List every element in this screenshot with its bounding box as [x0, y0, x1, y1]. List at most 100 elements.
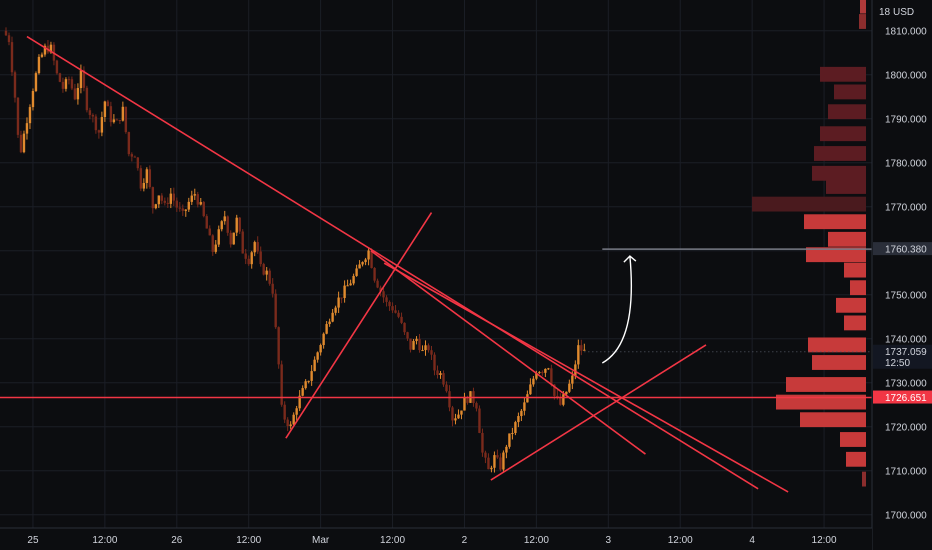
candle-body-131	[397, 312, 400, 317]
candle-body-33	[103, 101, 107, 118]
candle-body-51	[157, 195, 161, 205]
candle-body-137	[415, 338, 418, 342]
candle-body-52	[160, 195, 164, 201]
candle-body-48	[148, 169, 152, 188]
candle-body-11	[37, 56, 41, 74]
trendline-0[interactable]	[26, 35, 759, 490]
candle-body-99	[301, 388, 304, 396]
candle-body-102	[310, 371, 313, 381]
candle-body-29	[91, 114, 95, 117]
candle-body-23	[73, 88, 77, 100]
candle-body-105	[319, 345, 322, 353]
candle-body-5	[19, 134, 23, 153]
candle-body-13	[43, 45, 47, 55]
price-tick-label: 1750.000	[885, 290, 927, 301]
volume-bar-23	[846, 451, 866, 467]
candle-body-129	[391, 306, 394, 311]
candle-body-171	[517, 416, 520, 423]
candle-body-184	[556, 395, 559, 398]
candle-body-154	[466, 396, 469, 403]
candle-body-149	[451, 407, 454, 421]
candle-body-75	[229, 232, 232, 245]
volume-bar-22	[840, 432, 866, 447]
candle-body-189	[571, 375, 574, 384]
candle-body-98	[298, 395, 301, 409]
candle-body-122	[370, 250, 373, 268]
candle-body-0	[4, 30, 8, 36]
candle-body-114	[346, 285, 349, 287]
candle-body-36	[112, 119, 116, 123]
candle-body-161	[487, 457, 490, 470]
candle-body-118	[358, 264, 361, 269]
price-tick-label: 1810.000	[885, 26, 927, 37]
trendline-4[interactable]	[490, 344, 707, 481]
candle-body-82	[250, 252, 253, 265]
candle-body-164	[496, 455, 499, 458]
price-tag-label-1: 1737.059	[885, 347, 927, 358]
candle-body-85	[259, 251, 262, 265]
time-axis[interactable]: 25 12:00 26 12:00 Mar 12:00 2 12:00 3 12:00 4 12:00	[27, 535, 837, 546]
time-axis-panel[interactable]	[0, 528, 872, 550]
candle-body-108	[328, 321, 331, 325]
candle-body-38	[118, 120, 122, 122]
volume-bar-18	[812, 355, 866, 370]
candle-body-61	[187, 201, 190, 210]
candle-body-10	[34, 73, 38, 92]
candle-body-79	[241, 231, 244, 254]
candle-body-56	[172, 193, 176, 201]
candle-body-144	[436, 370, 439, 375]
trendline-1[interactable]	[285, 212, 433, 439]
projection-arrow[interactable]	[601, 255, 637, 364]
volume-bar-7	[812, 165, 866, 181]
candle-body-68	[208, 228, 211, 236]
time-tick-label: 12:00	[92, 535, 117, 546]
candle-body-92	[280, 364, 283, 405]
candle-body-157	[475, 403, 478, 409]
volume-bar-0	[860, 0, 866, 14]
candle-body-182	[550, 368, 553, 385]
arrow-curve[interactable]	[601, 256, 633, 364]
candle-body-30	[94, 116, 98, 131]
candle-body-116	[352, 275, 355, 284]
candle-body-173	[523, 402, 526, 411]
candle-body-124	[376, 280, 379, 288]
candle-body-168	[508, 433, 511, 447]
candle-body-140	[424, 345, 427, 351]
volume-bar-10	[804, 214, 866, 230]
candle-body-163	[493, 455, 496, 468]
candle-body-7	[25, 123, 29, 134]
price-tag-bg-1	[873, 344, 932, 369]
trendline-3[interactable]	[383, 262, 789, 493]
time-tick-label: 25	[27, 535, 39, 546]
volume-profile	[752, 0, 866, 487]
volume-bar-11	[828, 231, 866, 247]
candle-body-191	[577, 345, 580, 365]
candle-body-58	[178, 207, 181, 209]
candle-body-170	[514, 422, 517, 433]
candle-body-71	[217, 229, 220, 245]
price-tag-label-2: 1726.651	[885, 393, 927, 404]
candle-body-186	[562, 394, 565, 405]
candle-body-192	[580, 345, 583, 351]
candle-body-26	[82, 70, 86, 88]
currency-label[interactable]: USD	[893, 7, 914, 18]
candle-body-187	[565, 391, 568, 395]
candle-body-162	[490, 467, 493, 470]
candle-body-27	[85, 87, 89, 111]
candle-body-150	[454, 418, 457, 421]
price-axis-panel[interactable]	[872, 0, 932, 550]
candle-body-74	[226, 216, 229, 233]
candle-body-4	[16, 97, 20, 135]
candle-body-66	[202, 202, 205, 217]
candle-body-146	[442, 373, 445, 385]
price-tick-label: 1700.000	[885, 510, 927, 521]
trendline-2[interactable]	[370, 250, 646, 455]
candle-body-19	[61, 81, 65, 89]
candle-body-110	[334, 307, 337, 313]
candle-body-190	[574, 364, 577, 376]
trendlines[interactable]	[0, 35, 872, 493]
candle-body-106	[322, 333, 325, 346]
volume-bar-19	[786, 377, 866, 392]
